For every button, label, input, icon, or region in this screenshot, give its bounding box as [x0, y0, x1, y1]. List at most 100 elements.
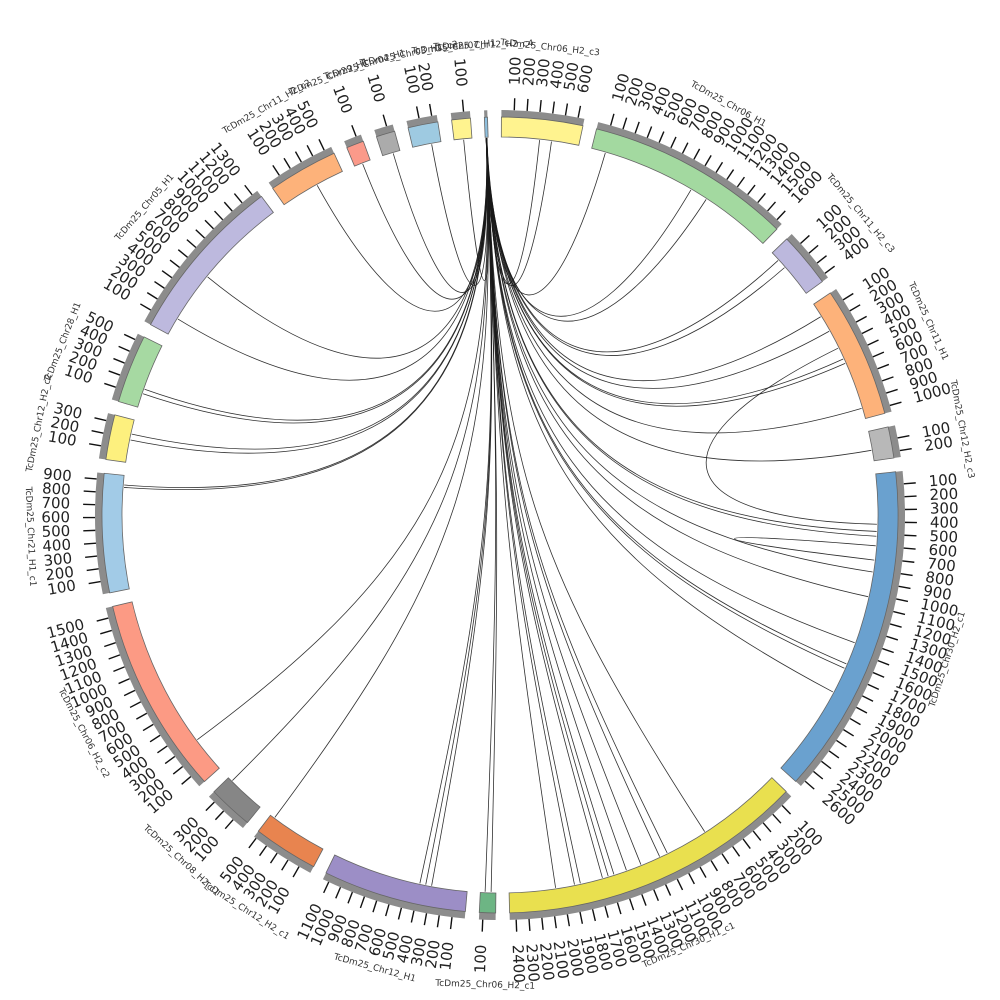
tick-mark — [646, 126, 653, 138]
segment-arc — [771, 238, 823, 294]
tick-label: 100 — [47, 427, 78, 450]
tick-mark — [900, 572, 913, 577]
segment-band — [344, 134, 364, 148]
tick-mark — [904, 495, 917, 498]
tick-mark — [553, 916, 557, 929]
tick-label: 600 — [928, 541, 958, 561]
link-ribbon — [485, 138, 540, 285]
segment-arc — [591, 128, 778, 245]
tick-label: 2200 — [536, 942, 558, 982]
tick-label: 400 — [547, 59, 569, 90]
tick-mark — [100, 629, 112, 635]
tick-label: 100 — [46, 576, 77, 598]
tick-mark — [699, 866, 707, 878]
segment-arc — [868, 426, 895, 462]
link-ribbon — [486, 138, 877, 532]
tick-mark — [233, 193, 243, 204]
tick-mark — [781, 805, 792, 815]
tick-mark — [214, 810, 225, 821]
link-ribbon — [463, 138, 489, 282]
tick-mark — [85, 555, 98, 558]
tick-label: 2100 — [550, 940, 573, 980]
tick-label: 500 — [929, 527, 959, 546]
tick-mark — [423, 913, 428, 926]
segment-band — [374, 124, 395, 137]
tick-mark — [856, 706, 868, 714]
tick-mark — [142, 723, 154, 732]
link-ribbon — [316, 138, 488, 312]
segment-band — [208, 791, 248, 828]
tick-mark — [881, 376, 894, 382]
tick-mark — [91, 430, 104, 434]
tick-mark — [903, 547, 916, 550]
segment-band — [888, 425, 901, 458]
tick-mark — [670, 136, 677, 149]
tick-mark — [449, 917, 453, 930]
tick-mark — [862, 695, 874, 702]
tick-mark — [704, 155, 712, 167]
tick-mark — [129, 701, 142, 709]
link-ribbon — [207, 138, 488, 359]
tick-mark — [94, 417, 107, 422]
tick-label: 400 — [930, 513, 959, 532]
tick-mark — [397, 907, 403, 920]
tick-mark — [688, 872, 695, 885]
link-ribbon — [486, 138, 821, 381]
tick-mark — [889, 623, 902, 628]
tick-mark — [877, 659, 890, 666]
tick-mark — [904, 534, 917, 537]
tick-mark — [118, 345, 130, 352]
tick-label: 600 — [41, 508, 70, 526]
tick-mark — [898, 585, 911, 590]
tick-mark — [164, 755, 176, 765]
tick-mark — [877, 363, 890, 370]
tick-mark — [813, 770, 824, 780]
segment-band — [98, 413, 115, 460]
links-layer — [123, 138, 877, 892]
tick-mark — [693, 148, 701, 160]
tick-label: 300 — [533, 58, 554, 88]
tick-mark — [800, 234, 810, 244]
tick-mark — [681, 142, 689, 154]
tick-mark — [281, 859, 289, 871]
tick-label: 300 — [407, 936, 430, 967]
link-ribbon — [486, 138, 869, 598]
tick-mark — [757, 192, 766, 204]
tick-mark — [885, 388, 898, 394]
tick-mark — [577, 105, 582, 118]
tick-mark — [195, 229, 206, 239]
tick-mark — [552, 101, 556, 114]
tick-mark — [824, 265, 836, 274]
segment-arc — [508, 777, 787, 914]
tick-mark — [84, 477, 97, 480]
segment-band — [144, 190, 262, 325]
segment-arc — [500, 116, 584, 146]
segment-band — [406, 114, 438, 128]
link-ribbon — [431, 138, 488, 286]
tick-label: 100 — [471, 944, 490, 973]
tick-mark — [762, 822, 772, 833]
tick-label: 200 — [49, 413, 81, 436]
tick-mark — [335, 886, 342, 899]
segment-band — [830, 289, 892, 414]
segment-TcDm25_Chr30_H1_c1: 1002003004005006007008009001000110012001… — [508, 777, 826, 983]
segment-arc — [325, 854, 468, 912]
tick-mark — [889, 401, 902, 407]
tick-mark — [604, 905, 609, 918]
tick-label: 700 — [926, 554, 956, 575]
tick-mark — [415, 106, 420, 119]
link-ribbon — [486, 138, 877, 537]
tick-mark — [616, 902, 622, 915]
segment-arc — [451, 117, 473, 141]
tick-mark — [205, 801, 215, 812]
tick-label: 100 — [506, 56, 525, 85]
tick-mark — [269, 852, 278, 864]
tick-mark — [272, 164, 280, 176]
tick-mark — [294, 151, 302, 163]
tick-label: 200 — [422, 939, 444, 970]
segment-arc — [101, 472, 130, 594]
tick-mark — [108, 370, 121, 376]
